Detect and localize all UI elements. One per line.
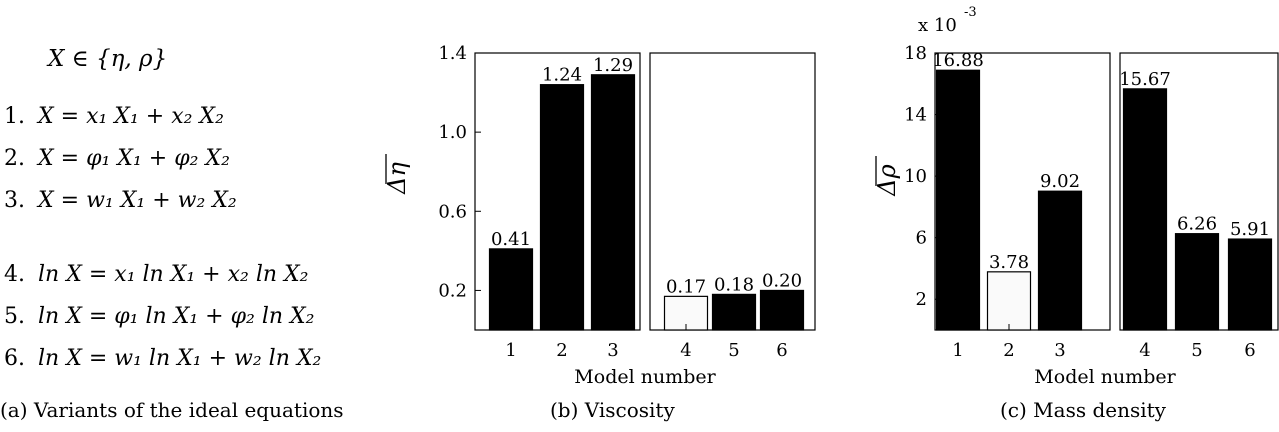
y-axis-label: Δρ	[873, 164, 901, 196]
bar-model-3	[1037, 190, 1083, 331]
y-tick-label: 1.4	[438, 43, 467, 64]
bar-value-label: 16.88	[932, 50, 984, 71]
x-tick-label: 4	[680, 340, 691, 361]
x-axis-label: Model number	[1034, 366, 1176, 388]
bar-value-label: 1.24	[542, 65, 582, 86]
bar-value-label: 1.29	[593, 55, 633, 76]
equations-panel: X ∈ {η, ρ} 1. X = x₁ X₁ + x₂ X₂ 2. X = φ₁ …	[0, 0, 400, 432]
bar-model-3	[590, 74, 636, 331]
equation-3: 3. X = w₁ X₁ + w₂ X₂	[4, 188, 237, 213]
bar-value-label: 0.17	[666, 276, 706, 297]
x-tick-label: 3	[607, 340, 618, 361]
equation-number: 2.	[4, 146, 25, 171]
x-tick-label: 2	[1003, 340, 1014, 361]
bar-model-1	[488, 248, 534, 331]
y-tick-label: 0.6	[438, 201, 467, 222]
y-tick-label: 10	[904, 166, 927, 187]
x-tick-label: 4	[1139, 340, 1150, 361]
y-axis-label: Δη	[383, 162, 411, 195]
axis-scale-exponent: -3	[964, 5, 977, 20]
equation-expression: ln X = φ₁ ln X₁ + φ₂ ln X₂	[38, 304, 315, 329]
bar-value-label: 6.26	[1177, 214, 1217, 235]
bar-value-label: 0.20	[762, 270, 802, 291]
equation-expression: X = φ₁ X₁ + φ₂ X₂	[38, 146, 230, 171]
equation-number: 6.	[4, 346, 25, 371]
x-tick-label: 5	[728, 340, 739, 361]
x-tick-label: 5	[1191, 340, 1202, 361]
bar-value-label: 0.18	[714, 274, 754, 295]
equation-number: 5.	[4, 304, 25, 329]
caption-equations: (a) Variants of the ideal equations	[0, 398, 344, 422]
x-tick-label: 1	[505, 340, 516, 361]
bar-value-label: 5.91	[1230, 219, 1270, 240]
x-tick-label: 6	[776, 340, 787, 361]
y-tick-label: 18	[904, 43, 927, 64]
bar-value-label: 15.67	[1119, 69, 1171, 90]
equation-6: 6. ln X = w₁ ln X₁ + w₂ ln X₂	[4, 346, 321, 371]
y-tick-label: 2	[916, 289, 927, 310]
bar-model-5	[1174, 233, 1220, 331]
x-tick-label: 3	[1054, 340, 1065, 361]
equation-2: 2. X = φ₁ X₁ + φ₂ X₂	[4, 146, 230, 171]
bar-model-6	[1227, 238, 1273, 331]
equation-1: 1. X = x₁ X₁ + x₂ X₂	[4, 104, 224, 129]
x-tick-label: 6	[1244, 340, 1255, 361]
y-tick-label: 0.2	[438, 280, 467, 301]
axis-scale-multiplier: x 10	[918, 15, 957, 36]
caption-viscosity: (b) Viscosity	[550, 398, 675, 422]
bar-model-6	[759, 289, 805, 331]
equation-expression: ln X = x₁ ln X₁ + x₂ ln X₂	[38, 262, 309, 287]
equation-expression: ln X = w₁ ln X₁ + w₂ ln X₂	[38, 346, 322, 371]
bar-model-2	[539, 84, 585, 331]
bar-model-4	[1122, 88, 1168, 331]
equation-expression: X = w₁ X₁ + w₂ X₂	[38, 188, 237, 213]
y-tick-label: 6	[916, 228, 927, 249]
equation-5: 5. ln X = φ₁ ln X₁ + φ₂ ln X₂	[4, 304, 315, 329]
bar-model-1	[935, 69, 981, 331]
bar-value-label: 3.78	[989, 252, 1029, 273]
caption-mass-density: (c) Mass density	[1000, 398, 1166, 422]
equation-4: 4. ln X = x₁ ln X₁ + x₂ ln X₂	[4, 262, 309, 287]
equation-number: 1.	[4, 104, 25, 129]
equation-expression: X = x₁ X₁ + x₂ X₂	[38, 104, 224, 129]
y-tick-label: 14	[904, 105, 927, 126]
bar-model-2	[986, 271, 1032, 331]
equation-number: 4.	[4, 262, 25, 287]
x-tick-label: 2	[556, 340, 567, 361]
x-axis-label: Model number	[574, 366, 716, 388]
x-tick-label: 1	[952, 340, 963, 361]
y-tick-label: 1.0	[438, 122, 467, 143]
bar-value-label: 9.02	[1040, 171, 1080, 192]
equation-number: 3.	[4, 188, 25, 213]
equation-domain: X ∈ {η, ρ}	[48, 46, 168, 72]
bar-value-label: 0.41	[491, 229, 531, 250]
